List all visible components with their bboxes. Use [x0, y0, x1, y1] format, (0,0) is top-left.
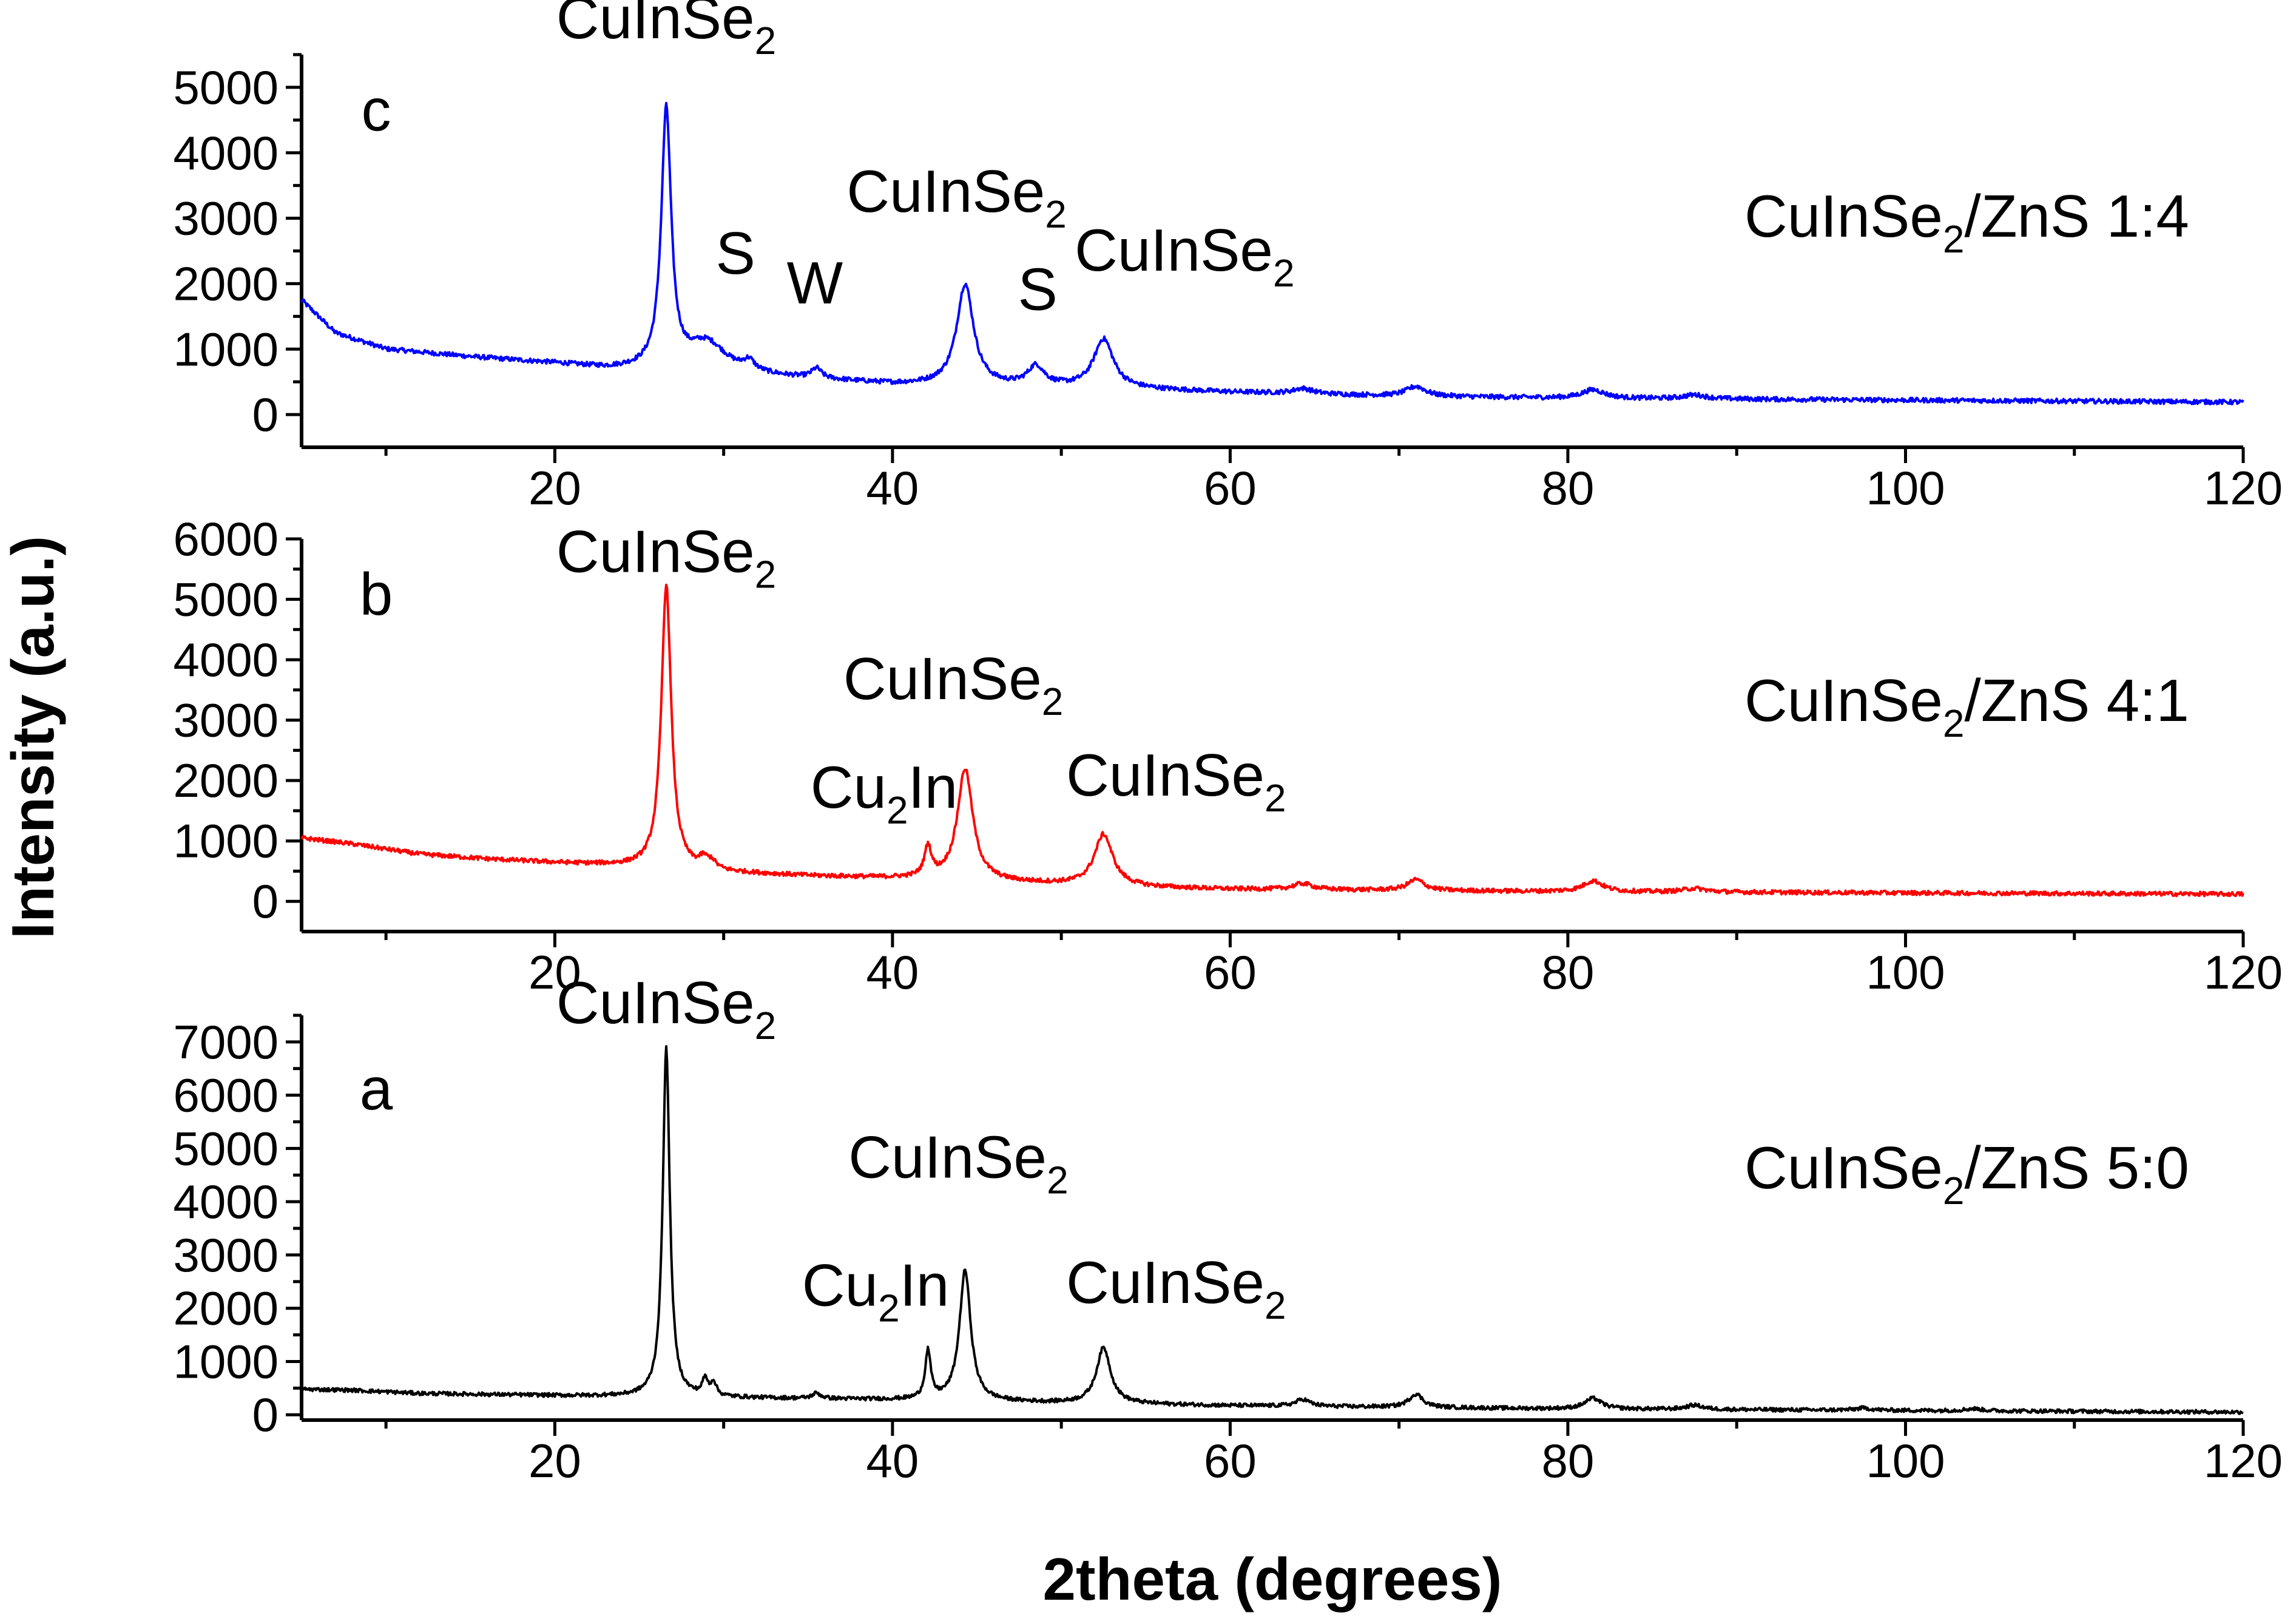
peak-label: CuInSe2	[848, 1124, 1068, 1202]
x-tick-label: 60	[1204, 1434, 1257, 1487]
sample-label: CuInSe2/ZnS 1:4	[1744, 183, 2189, 261]
peak-label: CuInSe2	[1066, 742, 1286, 820]
x-tick-label: 100	[1866, 461, 1945, 515]
peak-label: CuInSe2	[556, 518, 776, 597]
peak-label: Cu2In	[802, 1251, 950, 1330]
y-tick-label: 5000	[173, 61, 279, 114]
peak-label: CuInSe2	[556, 0, 776, 63]
y-tick-label: 2000	[173, 257, 279, 310]
y-tick-label: 5000	[173, 573, 279, 626]
y-tick-label: 0	[252, 875, 279, 928]
y-tick-label: 6000	[173, 1069, 279, 1122]
panel-letter-b: b	[360, 561, 393, 628]
y-tick-label: 2000	[173, 754, 279, 807]
panel-letter-a: a	[360, 1055, 393, 1122]
x-tick-label: 80	[1542, 1434, 1595, 1487]
peak-label: S	[1018, 256, 1058, 323]
xrd-series-a	[300, 1045, 2244, 1415]
x-tick-label: 40	[866, 1434, 919, 1487]
x-tick-label: 20	[528, 1434, 581, 1487]
x-tick-label: 20	[528, 946, 581, 999]
peak-label: Cu2In	[811, 754, 958, 832]
x-axis-title: 2theta (degrees)	[1042, 1546, 1502, 1612]
x-tick-label: 40	[866, 461, 919, 515]
y-tick-label: 2000	[173, 1282, 279, 1335]
peak-label: CuInSe2	[1075, 217, 1294, 295]
y-tick-label: 7000	[173, 1015, 279, 1069]
xrd-series-c	[300, 101, 2244, 405]
peak-label: CuInSe2	[846, 158, 1066, 236]
y-tick-label: 5000	[173, 1122, 279, 1175]
panel-b: 20 40 60 80 100 120 0 1000 2000 3000 4000 5000 6000 C…	[173, 512, 2283, 999]
x-tick-label: 40	[866, 946, 919, 999]
x-tick-label: 120	[2204, 946, 2283, 999]
y-tick-label: 1000	[173, 1335, 279, 1388]
x-tick-label: 80	[1542, 461, 1595, 515]
x-tick-label: 120	[2204, 1434, 2283, 1487]
peak-label: W	[787, 249, 843, 316]
x-tick-label: 100	[1866, 1434, 1945, 1487]
x-tick-label: 60	[1204, 461, 1257, 515]
x-tick-label: 20	[528, 461, 581, 515]
peak-label: CuInSe2	[1066, 1249, 1286, 1327]
peak-label: CuInSe2	[843, 645, 1063, 723]
y-tick-label: 4000	[173, 1175, 279, 1228]
y-tick-label: 3000	[173, 1228, 279, 1282]
sample-label: CuInSe2/ZnS 4:1	[1744, 667, 2189, 745]
x-tick-label: 60	[1204, 946, 1257, 999]
panel-c: 20 40 60 80 100 120 0 1000 2000 3000 4000 5000 CuInS…	[173, 0, 2283, 515]
y-tick-label: 4000	[173, 126, 279, 180]
y-tick-label: 3000	[173, 694, 279, 747]
peak-label: S	[715, 220, 755, 286]
panel-a: 20 40 60 80 100 120 01000200030004000500060007…	[173, 969, 2283, 1487]
y-tick-label: 0	[252, 388, 279, 441]
y-tick-label: 1000	[173, 322, 279, 376]
y-tick-label: 0	[252, 1388, 279, 1441]
y-tick-label: 3000	[173, 192, 279, 245]
sample-label: CuInSe2/ZnS 5:0	[1744, 1134, 2189, 1213]
x-tick-label: 100	[1866, 946, 1945, 999]
x-tick-label: 80	[1542, 946, 1595, 999]
panel-letter-c: c	[362, 76, 391, 143]
peak-label: CuInSe2	[556, 969, 776, 1047]
x-tick-label: 120	[2204, 461, 2283, 515]
y-tick-label: 6000	[173, 512, 279, 566]
y-axis-title: Intensity (a.u.)	[0, 536, 66, 939]
xrd-series-b	[300, 583, 2244, 898]
y-tick-label: 1000	[173, 814, 279, 868]
y-tick-label: 4000	[173, 633, 279, 686]
